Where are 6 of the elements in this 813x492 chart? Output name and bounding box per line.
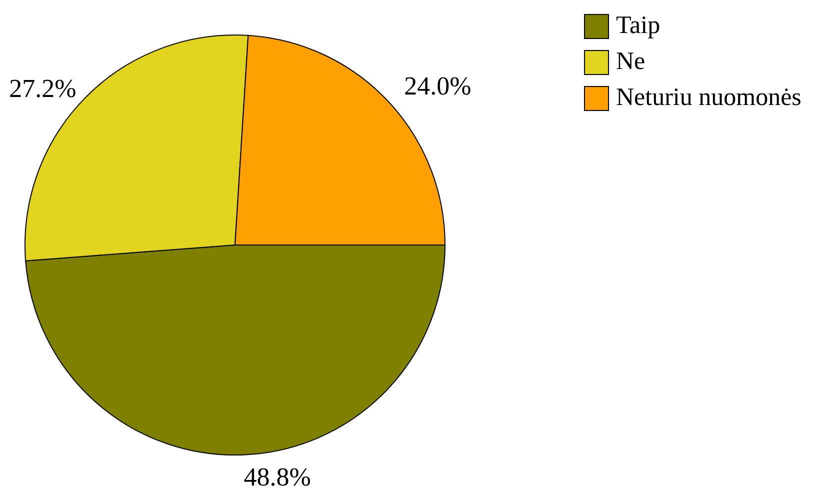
data-label: 48.8% bbox=[244, 462, 311, 492]
data-label: 24.0% bbox=[404, 72, 472, 101]
legend-label: Neturiu nuomonės bbox=[616, 83, 802, 113]
data-label: 27.2% bbox=[9, 74, 76, 103]
legend-label: Taip bbox=[616, 11, 660, 41]
legend-label: Ne bbox=[616, 47, 646, 77]
